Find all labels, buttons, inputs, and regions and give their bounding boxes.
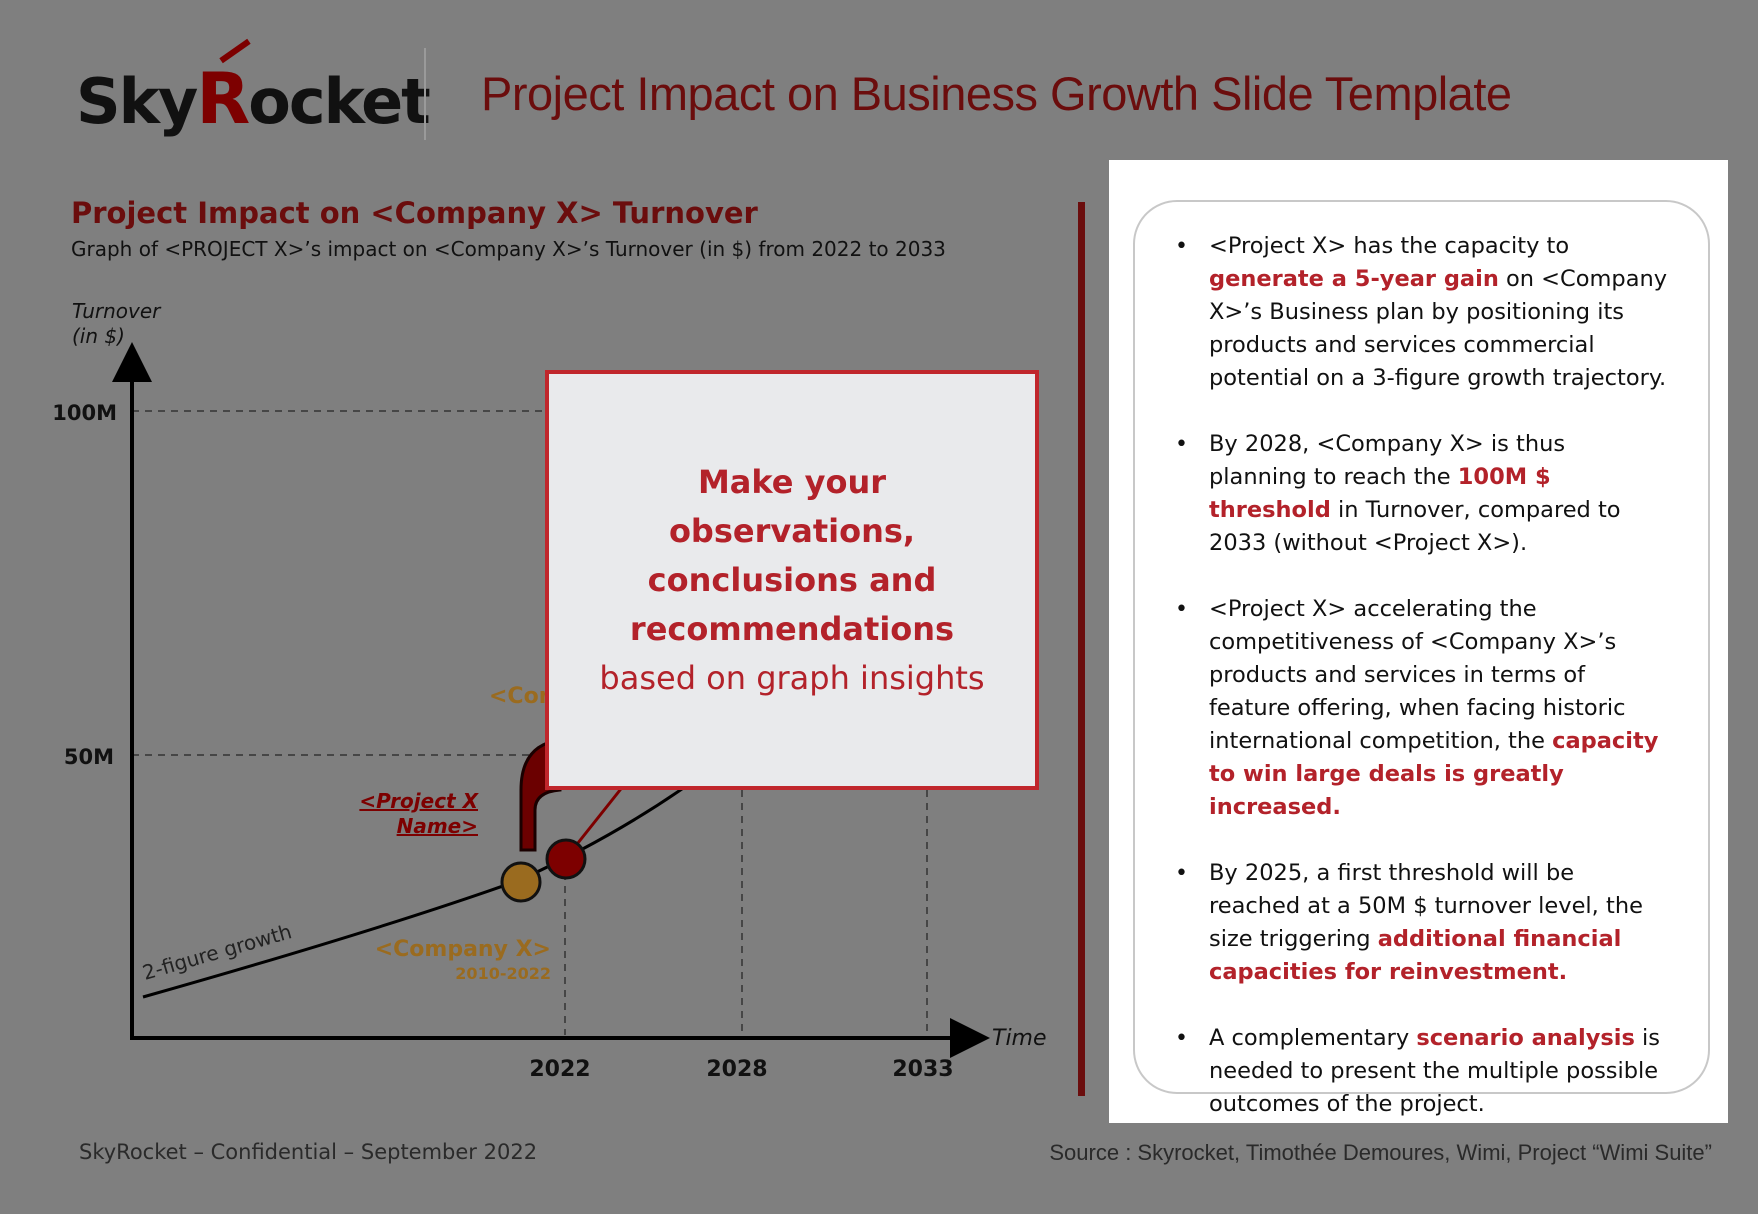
chart-title: Project Impact on <Company X> Turnover (71, 196, 758, 230)
x-tick-2033: 2033 (892, 1057, 953, 1082)
header-divider (424, 48, 426, 140)
chart-subtitle: Graph of <PROJECT X>’s impact on <Compan… (71, 237, 946, 261)
insights-card: <Project X> has the capacity to generate… (1133, 200, 1710, 1117)
company-label: <Company X> (375, 937, 551, 962)
footer-source: Source : Skyrocket, Timothée Demoures, W… (1049, 1140, 1712, 1165)
y-tick-100m: 100M (52, 401, 117, 425)
footer-confidential: SkyRocket – Confidential – September 202… (79, 1140, 538, 1164)
y-axis-label-line2: (in $) (72, 324, 125, 348)
x-tick-2028: 2028 (706, 1057, 767, 1082)
insight-bullet-4: By 2025, a first threshold will be reach… (1175, 857, 1668, 989)
y-axis-label-line1: Turnover (72, 299, 162, 323)
section-divider (1078, 202, 1085, 1096)
insight-callout-box: Make your observations, conclusions and … (545, 370, 1039, 790)
project-label-line2: Name> (397, 814, 478, 838)
company-period: 2010-2022 (455, 964, 551, 983)
insight-bullet-5: A complementary scenario analysis is nee… (1175, 1022, 1668, 1121)
insight-bullet-3: <Project X> accelerating the competitive… (1175, 593, 1668, 824)
insight-bullet-2: By 2028, <Company X> is thus planning to… (1175, 428, 1668, 560)
insight-bullet-1: <Project X> has the capacity to generate… (1175, 230, 1668, 395)
x-axis-label: Time (992, 1026, 1047, 1051)
y-tick-50m: 50M (64, 745, 114, 769)
project-label-line1: <Project X (359, 789, 479, 813)
skyrocket-logo: SkyRocket (76, 38, 431, 140)
callout-bold-line1: Make your observations, (668, 462, 916, 550)
callout-bold-line3: recommendations (629, 609, 955, 648)
project-x-marker (545, 838, 587, 880)
slide-title: Project Impact on Business Growth Slide … (481, 67, 1512, 120)
callout-bold-line2: conclusions and (647, 560, 937, 599)
company-x-marker (500, 861, 542, 903)
insights-list: <Project X> has the capacity to generate… (1135, 202, 1708, 1121)
x-tick-2022: 2022 (529, 1057, 590, 1082)
logo-text: SkyRocket (76, 58, 431, 140)
callout-normal-line: based on graph insights (599, 658, 985, 697)
turnover-chart: Turnover (in $) 100M 50M 2022 2028 2033 … (52, 299, 1047, 1082)
insights-panel: <Project X> has the capacity to generate… (1109, 160, 1728, 1123)
